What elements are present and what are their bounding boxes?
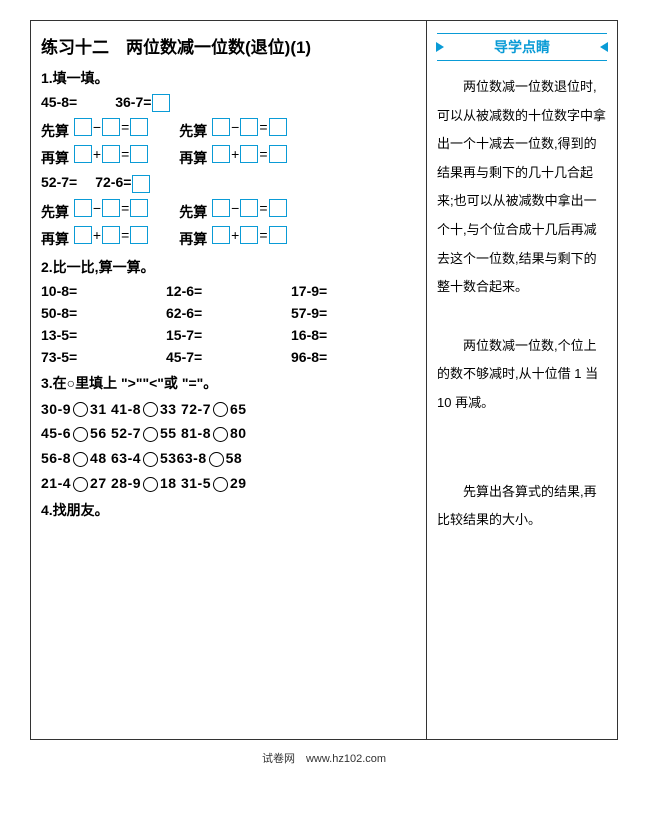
box[interactable] <box>212 199 230 217</box>
calc-row-3: 13-5= 15-7= 16-8= <box>41 327 416 343</box>
label-zai: 再算 <box>179 231 207 247</box>
calc-row-2: 50-8= 62-6= 57-9= <box>41 305 416 321</box>
box[interactable] <box>240 118 258 136</box>
label-zai: 再算 <box>41 150 69 166</box>
calc-cell: 12-6= <box>166 283 291 299</box>
label-zai: 再算 <box>179 150 207 166</box>
calc-group-3a: 先算 −= <box>41 199 149 222</box>
circle-blank[interactable] <box>73 452 88 467</box>
label-xian: 先算 <box>41 204 69 220</box>
calc-group-2b: 再算 += <box>179 145 287 168</box>
calc-cell: 96-8= <box>291 349 416 365</box>
calc-cell: 73-5= <box>41 349 166 365</box>
circle-blank[interactable] <box>209 452 224 467</box>
calc-group-1b: 先算 −= <box>179 118 287 141</box>
circle-blank[interactable] <box>143 427 158 442</box>
calc-group-2a: 再算 += <box>41 145 149 168</box>
circle-blank[interactable] <box>143 477 158 492</box>
calc-cell: 50-8= <box>41 305 166 321</box>
footer-text: 试卷网 www.hz102.com <box>0 750 648 766</box>
page-title: 练习十二 两位数减一位数(退位)(1) <box>41 33 416 58</box>
expr-36-7: 36-7= <box>115 94 171 112</box>
box[interactable] <box>130 118 148 136</box>
calc-cell: 15-7= <box>166 327 291 343</box>
right-column: 导学点睛 两位数减一位数退位时,可以从被减数的十位数字中拿出一个十减去一位数,得… <box>427 21 617 739</box>
box[interactable] <box>212 226 230 244</box>
section-3-head: 3.在○里填上 ">""<"或 "="。 <box>41 373 416 393</box>
box[interactable] <box>130 145 148 163</box>
circle-blank[interactable] <box>73 427 88 442</box>
calc-group-1a: 先算 −= <box>41 118 149 141</box>
section-4-head: 4.找朋友。 <box>41 500 416 520</box>
box[interactable] <box>212 118 230 136</box>
box[interactable] <box>102 118 120 136</box>
box[interactable] <box>269 118 287 136</box>
compare-row-3: 56-848 63-45363-858 <box>41 450 416 467</box>
label-xian: 先算 <box>179 204 207 220</box>
circle-blank[interactable] <box>143 452 158 467</box>
section-1-head: 1.填一填。 <box>41 68 416 88</box>
label-xian: 先算 <box>179 123 207 139</box>
box[interactable] <box>74 118 92 136</box>
circle-blank[interactable] <box>73 402 88 417</box>
box[interactable] <box>102 226 120 244</box>
box[interactable] <box>240 226 258 244</box>
guide-paragraph-2: 两位数减一位数,个位上的数不够减时,从十位借 1 当10 再减。 <box>437 332 607 418</box>
calc-cell: 62-6= <box>166 305 291 321</box>
guide-paragraph-3: 先算出各算式的结果,再比较结果的大小。 <box>437 478 607 535</box>
box[interactable] <box>240 199 258 217</box>
box[interactable] <box>269 226 287 244</box>
calc-group-3b: 先算 −= <box>179 199 287 222</box>
circle-blank[interactable] <box>143 402 158 417</box>
label-zai: 再算 <box>41 231 69 247</box>
box[interactable] <box>212 145 230 163</box>
box[interactable] <box>74 145 92 163</box>
calc-cell: 57-9= <box>291 305 416 321</box>
calc-cell: 10-8= <box>41 283 166 299</box>
answer-box[interactable] <box>132 175 150 193</box>
compare-row-2: 45-656 52-755 81-880 <box>41 425 416 442</box>
box[interactable] <box>102 145 120 163</box>
expr-52-7: 52-7= <box>41 174 77 192</box>
calc-cell: 13-5= <box>41 327 166 343</box>
calc-group-4a: 再算 += <box>41 226 149 249</box>
guide-paragraph-1: 两位数减一位数退位时,可以从被减数的十位数字中拿出一个十减去一位数,得到的结果再… <box>437 73 607 302</box>
compare-row-1: 30-931 41-833 72-765 <box>41 401 416 418</box>
expr-72-6: 72-6= <box>95 174 151 192</box>
calc-cell: 16-8= <box>291 327 416 343</box>
answer-box[interactable] <box>152 94 170 112</box>
box[interactable] <box>240 145 258 163</box>
left-column: 练习十二 两位数减一位数(退位)(1) 1.填一填。 45-8= 36-7= 先… <box>31 21 427 739</box>
box[interactable] <box>130 226 148 244</box>
guide-title: 导学点睛 <box>437 33 607 61</box>
box[interactable] <box>74 226 92 244</box>
expr-45-8: 45-8= <box>41 94 77 112</box>
calc-cell: 45-7= <box>166 349 291 365</box>
calc-group-4b: 再算 += <box>179 226 287 249</box>
section-2-head: 2.比一比,算一算。 <box>41 257 416 277</box>
box[interactable] <box>74 199 92 217</box>
label-xian: 先算 <box>41 123 69 139</box>
calc-cell: 17-9= <box>291 283 416 299</box>
circle-blank[interactable] <box>213 427 228 442</box>
circle-blank[interactable] <box>73 477 88 492</box>
circle-blank[interactable] <box>213 477 228 492</box>
box[interactable] <box>130 199 148 217</box>
calc-row-1: 10-8= 12-6= 17-9= <box>41 283 416 299</box>
box[interactable] <box>269 145 287 163</box>
compare-row-4: 21-427 28-918 31-529 <box>41 475 416 492</box>
box[interactable] <box>102 199 120 217</box>
calc-row-4: 73-5= 45-7= 96-8= <box>41 349 416 365</box>
box[interactable] <box>269 199 287 217</box>
circle-blank[interactable] <box>213 402 228 417</box>
